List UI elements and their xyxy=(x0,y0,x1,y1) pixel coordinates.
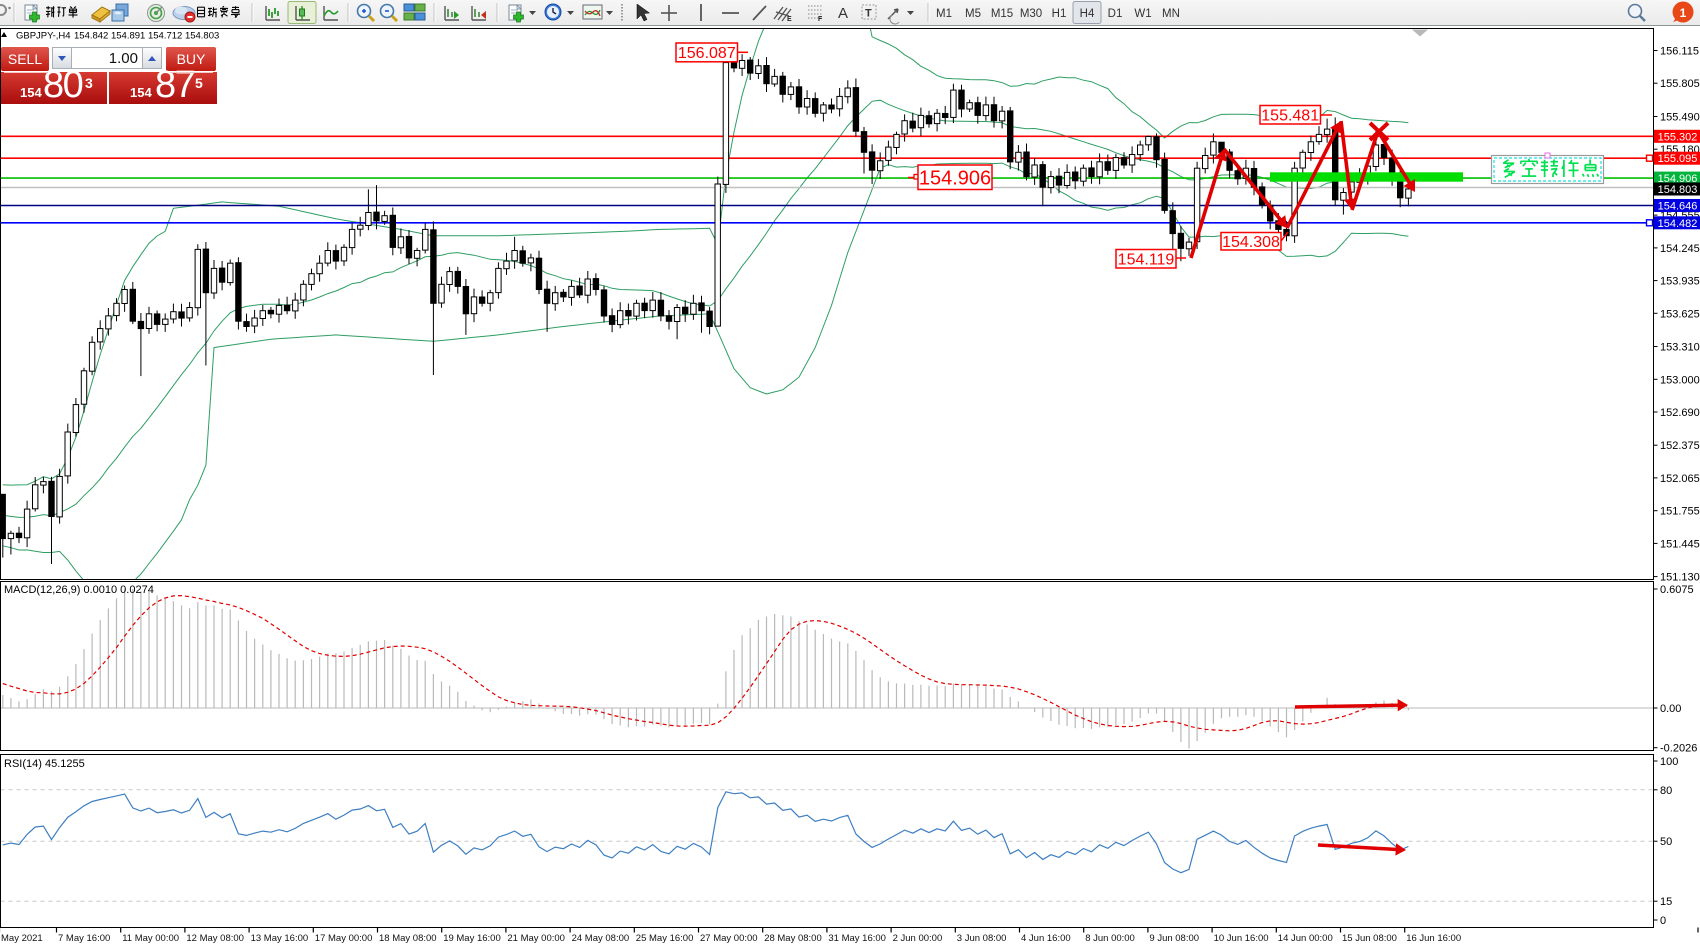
svg-text:12 May 08:00: 12 May 08:00 xyxy=(186,933,244,944)
svg-text:153.310: 153.310 xyxy=(1660,342,1700,354)
svg-text:9 Jun 08:00: 9 Jun 08:00 xyxy=(1149,933,1199,944)
svg-text:155.490: 155.490 xyxy=(1660,112,1700,124)
svg-text:154.646: 154.646 xyxy=(1658,201,1698,213)
svg-text:3 Jun 08:00: 3 Jun 08:00 xyxy=(957,933,1007,944)
svg-text:151.445: 151.445 xyxy=(1660,538,1700,550)
svg-text:153.935: 153.935 xyxy=(1660,276,1700,288)
svg-text:0: 0 xyxy=(1660,915,1666,927)
svg-text:M15: M15 xyxy=(991,8,1013,20)
svg-text:15 Jun 08:00: 15 Jun 08:00 xyxy=(1342,933,1397,944)
svg-text:153.000: 153.000 xyxy=(1660,374,1700,386)
svg-text:T: T xyxy=(865,8,872,20)
svg-text:151.755: 151.755 xyxy=(1660,506,1700,518)
svg-text:14 Jun 00:00: 14 Jun 00:00 xyxy=(1278,933,1333,944)
svg-text:0.6075: 0.6075 xyxy=(1660,584,1694,596)
svg-text:17 May 00:00: 17 May 00:00 xyxy=(315,933,373,944)
svg-text:154.245: 154.245 xyxy=(1660,243,1700,255)
svg-text:19 May 16:00: 19 May 16:00 xyxy=(443,933,501,944)
svg-text:MN: MN xyxy=(1162,8,1180,20)
svg-text:50: 50 xyxy=(1660,836,1672,848)
svg-text:13 May 16:00: 13 May 16:00 xyxy=(251,933,309,944)
svg-text:W1: W1 xyxy=(1134,8,1151,20)
svg-text:154.803: 154.803 xyxy=(1658,184,1698,196)
svg-text:152.065: 152.065 xyxy=(1660,473,1700,485)
svg-text:80: 80 xyxy=(1660,785,1672,797)
svg-text:A: A xyxy=(838,5,848,22)
svg-text:153.625: 153.625 xyxy=(1660,308,1700,320)
svg-text:154.906: 154.906 xyxy=(919,167,991,189)
svg-text:15: 15 xyxy=(1660,896,1672,908)
svg-text:154.842 154.891 154.712 154.80: 154.842 154.891 154.712 154.803 xyxy=(74,31,219,42)
svg-text:156.087: 156.087 xyxy=(678,45,736,62)
svg-text:M5: M5 xyxy=(965,8,981,20)
svg-text:10 Jun 16:00: 10 Jun 16:00 xyxy=(1214,933,1269,944)
svg-text:H1: H1 xyxy=(1052,8,1067,20)
svg-text:GBPJPY-,H4: GBPJPY-,H4 xyxy=(16,31,71,42)
svg-text:155.095: 155.095 xyxy=(1658,153,1698,165)
svg-text:4 Jun 16:00: 4 Jun 16:00 xyxy=(1021,933,1071,944)
svg-text:2 Jun 00:00: 2 Jun 00:00 xyxy=(893,933,943,944)
svg-text:May 2021: May 2021 xyxy=(1,933,43,944)
svg-text:154.308: 154.308 xyxy=(1222,234,1280,251)
svg-text:28 May 08:00: 28 May 08:00 xyxy=(764,933,822,944)
svg-text:100: 100 xyxy=(1660,756,1678,768)
svg-text:0.00: 0.00 xyxy=(1660,703,1681,715)
svg-text:F: F xyxy=(818,16,823,23)
svg-text:155.481: 155.481 xyxy=(1261,108,1319,125)
svg-text:7 May 16:00: 7 May 16:00 xyxy=(58,933,110,944)
svg-text:H4: H4 xyxy=(1080,8,1095,20)
svg-text:18 May 08:00: 18 May 08:00 xyxy=(379,933,437,944)
svg-text:24 May 08:00: 24 May 08:00 xyxy=(572,933,630,944)
svg-text:154.119: 154.119 xyxy=(1118,252,1175,269)
svg-text:156.115: 156.115 xyxy=(1660,46,1699,58)
svg-text:154.906: 154.906 xyxy=(1658,173,1698,185)
svg-text:155.302: 155.302 xyxy=(1658,131,1698,143)
svg-text:31 May 16:00: 31 May 16:00 xyxy=(828,933,886,944)
svg-text:D1: D1 xyxy=(1108,8,1123,20)
svg-text:8 Jun 00:00: 8 Jun 00:00 xyxy=(1085,933,1135,944)
svg-text:155.805: 155.805 xyxy=(1660,78,1700,90)
svg-text:11 May 00:00: 11 May 00:00 xyxy=(122,933,179,944)
svg-text:25 May 16:00: 25 May 16:00 xyxy=(636,933,694,944)
svg-text:27 May 00:00: 27 May 00:00 xyxy=(700,933,758,944)
svg-text:E: E xyxy=(787,16,792,23)
svg-text:21 May 00:00: 21 May 00:00 xyxy=(507,933,565,944)
svg-text:152.690: 152.690 xyxy=(1660,407,1700,419)
svg-text:1: 1 xyxy=(1680,6,1687,20)
svg-text:152.375: 152.375 xyxy=(1660,440,1700,452)
svg-text:151.130: 151.130 xyxy=(1660,572,1700,584)
svg-text:MACD(12,26,9) 0.0010 0.0274: MACD(12,26,9) 0.0010 0.0274 xyxy=(4,584,154,596)
svg-text:-0.2026: -0.2026 xyxy=(1660,743,1697,755)
svg-text:RSI(14) 45.1255: RSI(14) 45.1255 xyxy=(4,758,85,770)
svg-text:154.482: 154.482 xyxy=(1658,218,1698,230)
svg-text:16 Jun 16:00: 16 Jun 16:00 xyxy=(1406,933,1461,944)
svg-text:M1: M1 xyxy=(936,8,952,20)
svg-text:M30: M30 xyxy=(1020,8,1042,20)
